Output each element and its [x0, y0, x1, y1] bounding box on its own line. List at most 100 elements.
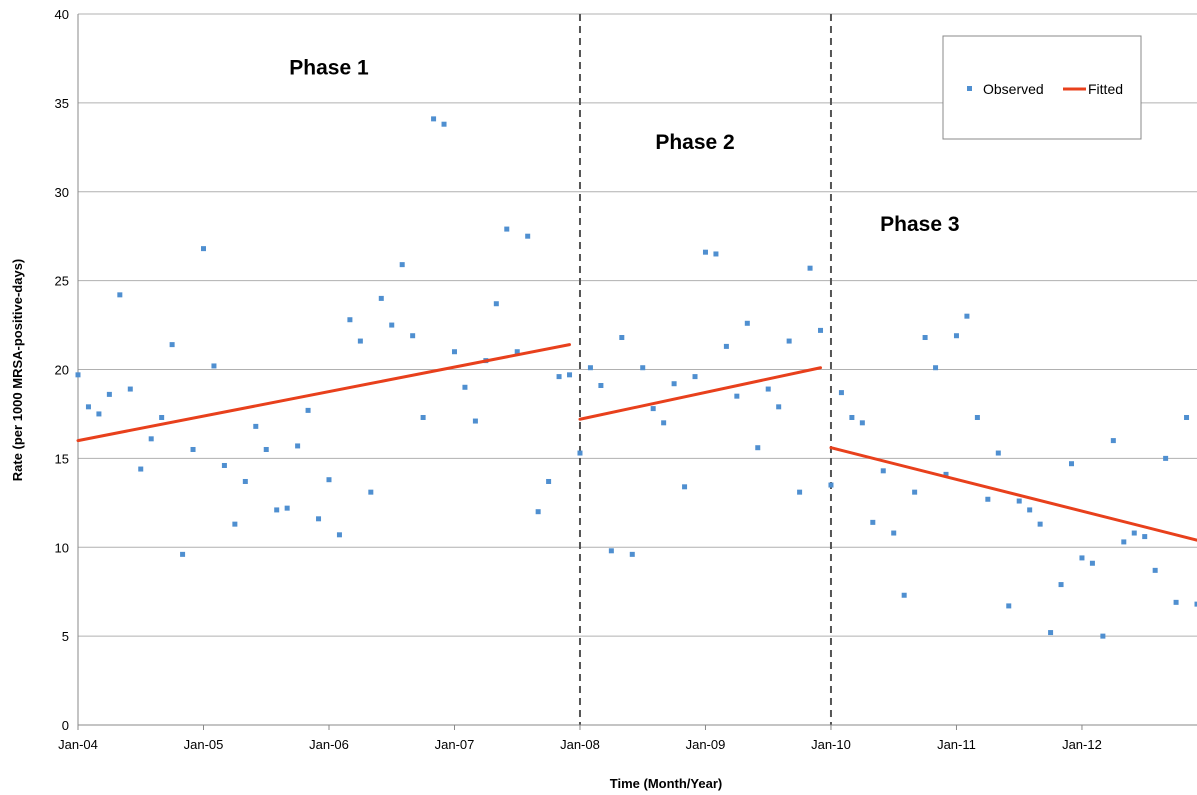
y-tick-label: 35 — [55, 96, 69, 111]
y-tick-label: 0 — [62, 718, 69, 733]
observed-point — [180, 551, 186, 557]
observed-point — [159, 414, 165, 420]
observed-point — [274, 507, 280, 513]
observed-point — [389, 322, 395, 328]
observed-point — [1131, 530, 1137, 536]
observed-point — [117, 292, 123, 298]
observed-point — [640, 365, 646, 371]
observed-point — [974, 414, 980, 420]
observed-point — [504, 226, 510, 232]
y-tick-label: 25 — [55, 274, 69, 289]
x-tick-label: Jan-07 — [435, 737, 475, 752]
y-tick-label: 40 — [55, 7, 69, 22]
observed-point — [713, 251, 719, 257]
fitted-segment — [829, 446, 1197, 542]
observed-point — [284, 505, 290, 511]
observed-point — [828, 482, 834, 488]
observed-point — [1194, 601, 1197, 607]
observed-point — [1142, 534, 1148, 540]
observed-point — [441, 121, 447, 127]
fitted-segment — [76, 343, 572, 443]
observed-point — [451, 349, 457, 355]
observed-point — [221, 462, 227, 468]
observed-point — [1058, 582, 1064, 588]
observed-point — [619, 335, 625, 341]
observed-point — [859, 420, 865, 426]
observed-point — [650, 406, 656, 412]
observed-point — [1069, 461, 1075, 467]
observed-point — [1079, 555, 1085, 561]
observed-point — [692, 374, 698, 380]
observed-point — [514, 349, 520, 355]
observed-point — [263, 446, 269, 452]
observed-point — [148, 436, 154, 442]
observed-point — [567, 372, 573, 378]
observed-point — [933, 365, 939, 371]
fitted-segment — [578, 366, 823, 421]
observed-point — [744, 320, 750, 326]
observed-point — [849, 414, 855, 420]
observed-point — [985, 496, 991, 502]
observed-point — [556, 374, 562, 380]
observed-point — [420, 414, 426, 420]
observed-point — [964, 313, 970, 319]
observed-point — [316, 516, 322, 522]
observed-point — [818, 327, 824, 333]
observed-point — [295, 443, 301, 449]
observed-point — [169, 342, 175, 348]
observed-point — [734, 393, 740, 399]
observed-point — [211, 363, 217, 369]
observed-point — [953, 333, 959, 339]
phase-boundaries — [578, 14, 832, 725]
x-tick-label: Jan-09 — [686, 737, 726, 752]
observed-point — [410, 333, 416, 339]
axes — [77, 14, 1197, 726]
observed-point — [399, 262, 405, 268]
x-tick-label: Jan-04 — [58, 737, 98, 752]
observed-point — [587, 365, 593, 371]
grid-lines — [78, 13, 1197, 637]
observed-point — [546, 478, 552, 484]
observed-point — [682, 484, 688, 490]
observed-point — [943, 471, 949, 477]
x-tick-label: Jan-10 — [811, 737, 851, 752]
observed-point — [901, 592, 907, 598]
observed-point — [138, 466, 144, 472]
observed-point — [838, 390, 844, 396]
observed-point — [1173, 599, 1179, 605]
observed-point — [880, 468, 886, 474]
observed-point — [127, 386, 133, 392]
observed-point — [200, 246, 206, 252]
legend-observed-label: Observed — [983, 81, 1044, 97]
observed-point — [96, 411, 102, 417]
observed-point — [357, 338, 363, 344]
observed-point — [368, 489, 374, 495]
observed-point — [755, 445, 761, 451]
observed-point — [807, 265, 813, 271]
observed-point — [912, 489, 918, 495]
observed-point — [253, 423, 259, 429]
x-tick-label: Jan-05 — [184, 737, 224, 752]
observed-point — [1100, 633, 1106, 639]
observed-point — [75, 372, 81, 378]
observed-point — [326, 477, 332, 483]
observed-point — [608, 548, 614, 554]
observed-point — [1027, 507, 1033, 513]
legend-observed-marker — [967, 86, 972, 91]
legend-box — [942, 35, 1142, 140]
observed-point — [1121, 539, 1127, 545]
phase-label: Phase 3 — [880, 213, 959, 236]
legend-fitted-label: Fitted — [1088, 81, 1123, 97]
x-tick-label: Jan-11 — [937, 737, 976, 752]
observed-point — [891, 530, 897, 536]
observed-point — [347, 317, 353, 323]
observed-point — [472, 418, 478, 424]
observed-point — [85, 404, 91, 410]
observed-point — [232, 521, 238, 527]
x-tick-label: Jan-12 — [1062, 737, 1102, 752]
observed-point — [1110, 438, 1116, 444]
y-tick-label: 10 — [55, 540, 69, 555]
y-tick-label: 15 — [55, 451, 69, 466]
observed-point — [1089, 560, 1095, 566]
